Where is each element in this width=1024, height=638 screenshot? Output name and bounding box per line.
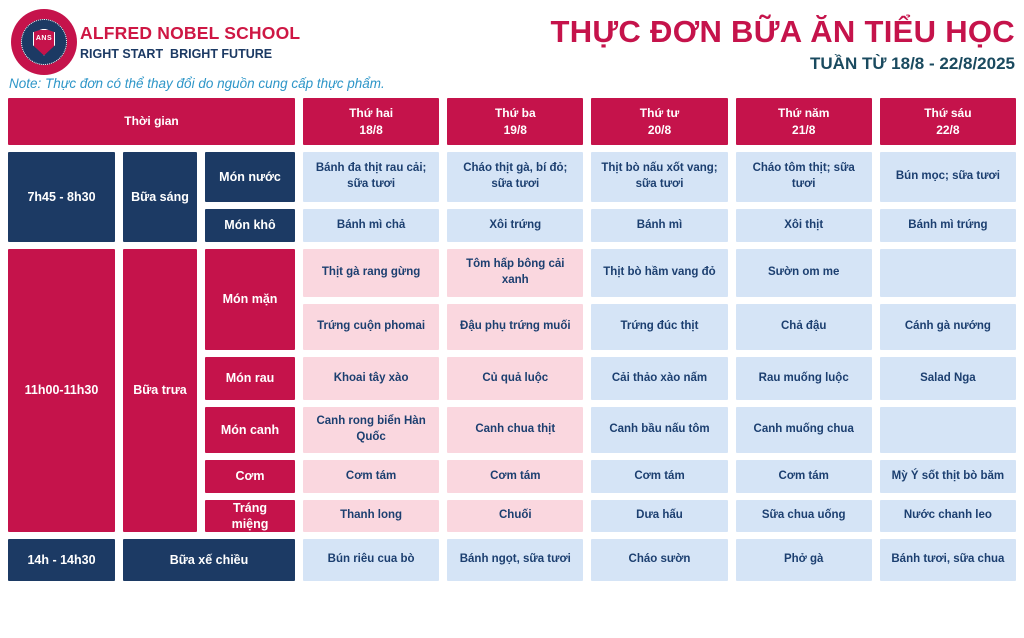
school-text-block: ALFRED NOBEL SCHOOL RIGHT START BRIGHT F…: [80, 23, 300, 61]
dish-cell: Dưa hấu: [591, 500, 728, 532]
dish-cell: Bánh mì: [591, 209, 728, 242]
dish-cell: Nước chanh leo: [879, 500, 1016, 532]
school-name: ALFRED NOBEL SCHOOL: [80, 23, 301, 43]
day-header-wednesday: Thứ tư 20/8: [591, 98, 728, 145]
day-header-monday: Thứ hai 18/8: [303, 98, 440, 145]
category-cell-mon-man: Món mặn: [205, 249, 295, 350]
dish-cell: Cơm tám: [591, 460, 728, 493]
title-block: THỰC ĐƠN BỮA ĂN TIỂU HỌC TUẦN TỪ 18/8 - …: [550, 14, 1015, 74]
dish-cell: Cháo thịt gà, bí đỏ; sữa tươi: [447, 152, 584, 202]
dish-cell: Cháo tôm thịt; sữa tươi: [735, 152, 872, 202]
dish-cell: Bún riêu cua bò: [303, 539, 440, 581]
category-cell-mon-canh: Món canh: [205, 407, 295, 453]
logo-monogram: ANS: [35, 34, 53, 42]
dish-cell: Sườn om me: [735, 249, 872, 297]
meal-cell-breakfast: Bữa sáng: [123, 152, 197, 242]
dish-cell: Bánh ngọt, sữa tươi: [447, 539, 584, 581]
dish-cell: Bánh mì chả: [303, 209, 440, 242]
dish-cell: Canh chua thịt: [447, 407, 584, 453]
school-tagline: RIGHT START BRIGHT FUTURE: [80, 47, 273, 61]
dish-cell: Salad Nga: [879, 357, 1016, 400]
dish-cell: Bún mọc; sữa tươi: [879, 152, 1016, 202]
dish-cell: Canh rong biển Hàn Quốc: [303, 407, 440, 453]
dish-cell: Phở gà: [735, 539, 872, 581]
category-cell-trang-mieng: Tráng miệng: [205, 500, 295, 532]
dish-cell: Xôi trứng: [447, 209, 584, 242]
dish-cell-empty: [879, 407, 1016, 453]
dish-cell: Cải thảo xào nấm: [591, 357, 728, 400]
dish-cell: Chả đậu: [735, 304, 872, 350]
dish-cell: Bánh tươi, sữa chua: [879, 539, 1016, 581]
time-cell-lunch: 11h00-11h30: [8, 249, 115, 532]
dish-cell: Trứng đúc thịt: [591, 304, 728, 350]
category-cell-mon-nuoc: Món nước: [205, 152, 295, 202]
meal-cell-afternoon: Bữa xế chiều: [123, 539, 295, 581]
dish-cell: Khoai tây xào: [303, 357, 440, 400]
dish-cell: Bánh đa thịt rau cải; sữa tươi: [303, 152, 440, 202]
dish-cell: Thanh long: [303, 500, 440, 532]
school-logo: ANS: [11, 9, 77, 75]
dish-cell: Mỳ Ý sốt thịt bò băm: [879, 460, 1016, 493]
category-cell-mon-rau: Món rau: [205, 357, 295, 400]
dish-cell: Canh muống chua: [735, 407, 872, 453]
logo-badge-icon: ANS: [21, 19, 67, 65]
dish-cell: Cơm tám: [447, 460, 584, 493]
dish-cell: Tôm hấp bông cải xanh: [447, 249, 584, 297]
dish-cell-empty: [879, 249, 1016, 297]
dish-cell: Canh bầu nấu tôm: [591, 407, 728, 453]
category-cell-com: Cơm: [205, 460, 295, 493]
dish-cell: Trứng cuộn phomai: [303, 304, 440, 350]
day-header-friday: Thứ sáu 22/8: [879, 98, 1016, 145]
dish-cell: Bánh mì trứng: [879, 209, 1016, 242]
dish-cell: Cánh gà nướng: [879, 304, 1016, 350]
dish-cell: Xôi thịt: [735, 209, 872, 242]
day-header-tuesday: Thứ ba 19/8: [447, 98, 584, 145]
time-cell-afternoon: 14h - 14h30: [8, 539, 115, 581]
time-cell-breakfast: 7h45 - 8h30: [8, 152, 115, 242]
dish-cell: Thịt bò hầm vang đỏ: [591, 249, 728, 297]
day-header-thursday: Thứ năm 21/8: [735, 98, 872, 145]
dish-cell: Rau muống luộc: [735, 357, 872, 400]
category-cell-mon-kho: Món khô: [205, 209, 295, 242]
page-title: THỰC ĐƠN BỮA ĂN TIỂU HỌC: [550, 14, 1015, 49]
dish-cell: Cơm tám: [303, 460, 440, 493]
meal-cell-lunch: Bữa trưa: [123, 249, 197, 532]
dish-cell: Sữa chua uống: [735, 500, 872, 532]
menu-table: Thời gian Thứ hai 18/8 Thứ ba 19/8 Thứ tư 2…: [8, 98, 1016, 581]
dish-cell: Cháo sườn: [591, 539, 728, 581]
logo-shield-icon: ANS: [33, 28, 55, 56]
dish-cell: Cơm tám: [735, 460, 872, 493]
note-text: Note: Thực đơn có thể thay đổi do nguồn …: [9, 76, 385, 91]
dish-cell: Củ quả luộc: [447, 357, 584, 400]
dish-cell: Đậu phụ trứng muối: [447, 304, 584, 350]
dish-cell: Chuối: [447, 500, 584, 532]
dish-cell: Thịt bò nấu xốt vang; sữa tươi: [591, 152, 728, 202]
week-subtitle: TUẦN TỪ 18/8 - 22/8/2025: [810, 54, 1015, 73]
dish-cell: Thịt gà rang gừng: [303, 249, 440, 297]
time-column-header: Thời gian: [8, 98, 295, 145]
